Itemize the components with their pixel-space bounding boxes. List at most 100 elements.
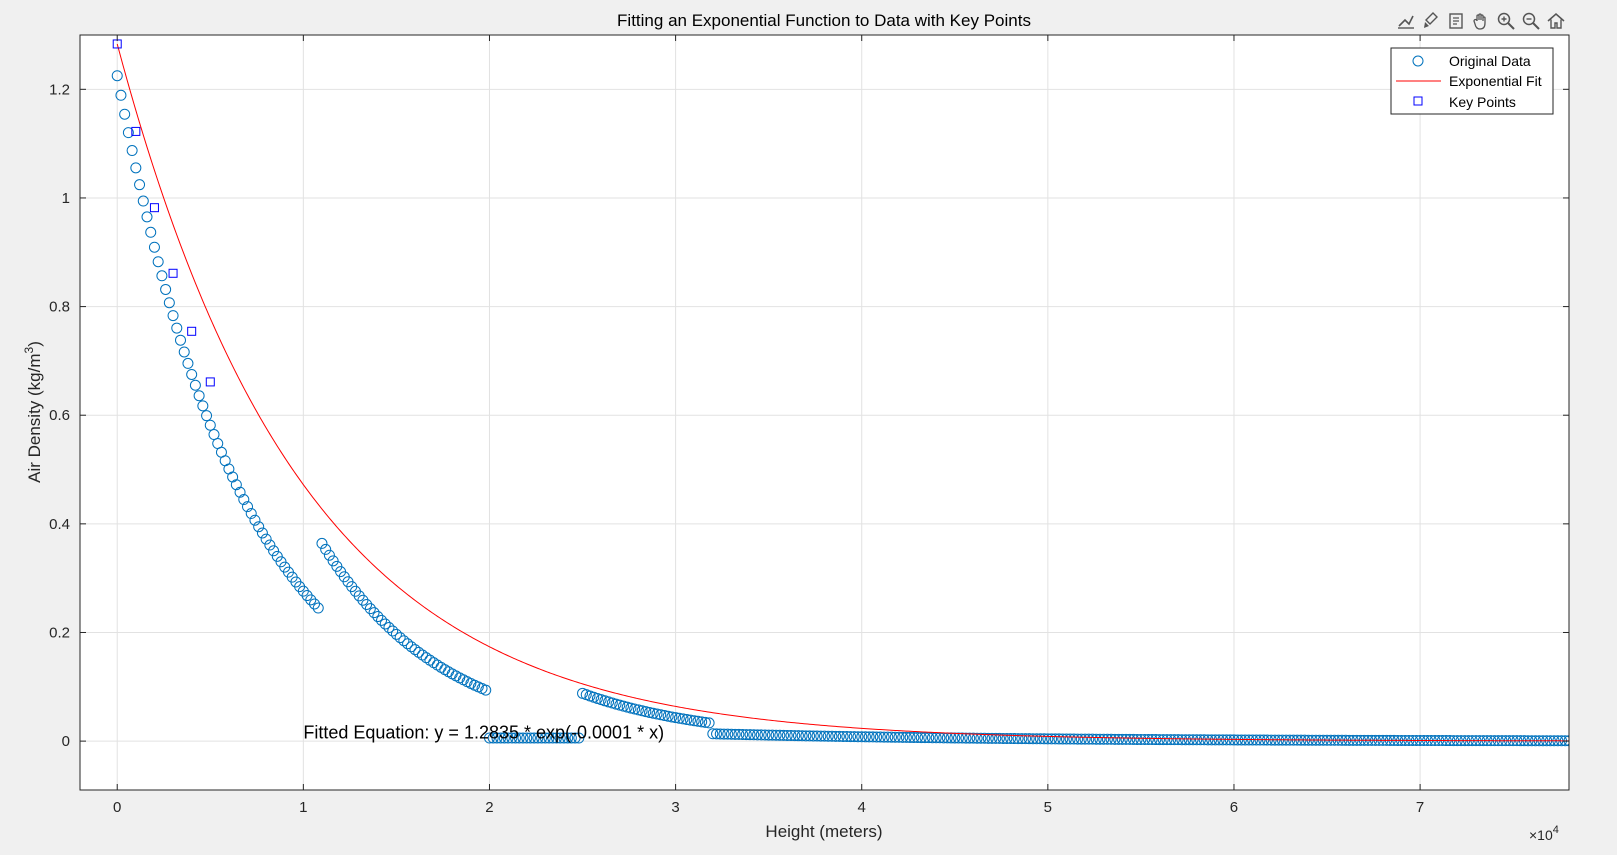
original-data-point <box>119 108 131 120</box>
restore-view-button[interactable] <box>1444 9 1468 33</box>
original-data-point <box>837 730 849 742</box>
original-data-point <box>402 638 414 650</box>
original-data-point <box>632 704 644 716</box>
brush-button[interactable] <box>1419 9 1443 33</box>
original-data-point <box>964 732 976 744</box>
original-data-point <box>979 732 991 744</box>
original-data-point <box>137 195 149 207</box>
original-data-point <box>722 728 734 740</box>
original-data-point <box>800 730 812 742</box>
original-data-point <box>1120 733 1132 745</box>
original-data-point <box>543 732 555 744</box>
y-label-superscript: 3 <box>22 346 36 353</box>
original-data-point <box>629 703 641 715</box>
original-data-point <box>379 618 391 630</box>
original-data-point <box>398 635 410 647</box>
original-data-point <box>1172 734 1184 746</box>
original-data-point <box>1079 733 1091 745</box>
restore-view-icon <box>1449 13 1463 29</box>
original-data-point <box>558 732 570 744</box>
original-data-point <box>1094 733 1106 745</box>
x-tick-label: 1 <box>299 799 307 816</box>
original-data-point <box>1064 733 1076 745</box>
original-data-point <box>480 684 492 696</box>
original-data-point <box>569 732 581 744</box>
original-data-point <box>900 731 912 743</box>
original-data-point <box>312 602 324 614</box>
y-tick-label: 0.4 <box>49 516 70 533</box>
original-data-point <box>376 614 388 626</box>
data-tips-button[interactable] <box>1394 9 1418 33</box>
original-data-point <box>197 400 209 412</box>
original-data-point <box>413 646 425 658</box>
x-tick-label: 5 <box>1044 799 1052 816</box>
original-data-point <box>953 732 965 744</box>
legend[interactable]: Original Data Exponential Fit Key Points <box>1390 47 1554 115</box>
original-data-point <box>245 508 257 520</box>
y-label-suffix: ) <box>25 341 44 347</box>
x-exponent-base: ×10 <box>1529 827 1553 843</box>
original-data-point <box>1034 733 1046 745</box>
original-data-point <box>383 622 395 634</box>
original-data-point <box>912 732 924 744</box>
original-data-point <box>182 357 194 369</box>
original-data-point <box>960 732 972 744</box>
fitted-equation-annotation: Fitted Equation: y = 1.2835 * exp(-0.000… <box>303 722 664 742</box>
legend-original-label: Original Data <box>1449 53 1531 69</box>
zoom-in-button[interactable] <box>1494 9 1518 33</box>
original-data-point <box>677 713 689 725</box>
original-data-point <box>1020 733 1032 745</box>
original-data-point <box>1206 734 1218 746</box>
original-data-point <box>1124 733 1136 745</box>
original-data-point <box>815 730 827 742</box>
original-data-point <box>1038 733 1050 745</box>
original-data-point <box>822 730 834 742</box>
original-data-point <box>740 729 752 741</box>
original-data-point <box>1116 733 1128 745</box>
zoom-out-button[interactable] <box>1519 9 1543 33</box>
key-point <box>149 203 159 213</box>
grid-lines <box>80 35 1569 790</box>
original-data-point <box>327 555 339 567</box>
legend-keypoints-label: Key Points <box>1449 94 1516 110</box>
original-data-point <box>532 732 544 744</box>
original-data-point <box>986 732 998 744</box>
original-data-point <box>201 410 213 422</box>
original-data-point <box>886 731 898 743</box>
original-data-point <box>394 632 406 644</box>
original-data-point <box>1057 733 1069 745</box>
original-data-point <box>1191 734 1203 746</box>
original-data-point <box>819 730 830 742</box>
original-data-point <box>550 732 562 744</box>
y-tick-label: 1.2 <box>49 81 70 98</box>
original-data-point <box>919 732 931 744</box>
x-tick-label: 2 <box>485 799 493 816</box>
original-data-point <box>1008 733 1020 745</box>
original-data-point <box>845 731 857 743</box>
legend-keypoints-marker <box>1413 96 1423 106</box>
original-data-point <box>1168 734 1180 746</box>
pan-button[interactable] <box>1469 9 1493 33</box>
original-data-point <box>882 731 894 743</box>
original-data-point <box>1127 733 1139 745</box>
home-button[interactable] <box>1544 9 1568 33</box>
original-data-point <box>759 729 771 741</box>
original-data-point <box>692 715 704 727</box>
original-data-point <box>141 211 153 223</box>
y-tick-label: 0.2 <box>49 624 70 641</box>
original-data-point <box>253 521 265 533</box>
original-data-point <box>1157 734 1169 746</box>
axis-ticks: 0 1 2 3 4 5 6 7 0 0.2 0.4 0.6 0.8 1 1.2 <box>49 35 1569 816</box>
original-data-point <box>975 732 987 744</box>
axes-toolbar <box>1394 8 1568 34</box>
original-data-point <box>1027 733 1039 745</box>
original-data-point <box>748 729 760 741</box>
original-data-point <box>256 527 268 539</box>
original-data-point <box>260 533 272 545</box>
original-data-point <box>405 641 417 653</box>
original-data-point <box>699 716 711 728</box>
original-data-point <box>1150 734 1162 746</box>
original-data-point <box>271 550 283 562</box>
original-data-point <box>1198 734 1210 746</box>
original-data-point <box>755 729 767 741</box>
